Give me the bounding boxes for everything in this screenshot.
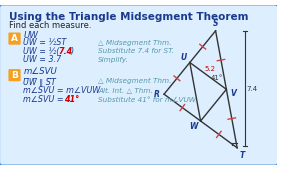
FancyBboxPatch shape	[9, 32, 21, 45]
Text: m∠SVU =: m∠SVU =	[23, 96, 67, 105]
Text: Alt. Int. △ Thm.: Alt. Int. △ Thm.	[99, 88, 153, 94]
Text: UW = ½(: UW = ½(	[23, 47, 60, 56]
Text: 41°: 41°	[211, 75, 223, 81]
FancyBboxPatch shape	[1, 6, 276, 21]
Text: B: B	[11, 71, 18, 80]
Text: T: T	[239, 151, 244, 160]
Text: 5.2: 5.2	[205, 66, 215, 72]
Text: Find each measure.: Find each measure.	[9, 21, 92, 30]
Text: UW: UW	[23, 31, 38, 40]
Text: R: R	[154, 90, 160, 99]
Text: Substitute 41° for m∠VUW.: Substitute 41° for m∠VUW.	[99, 97, 198, 103]
Text: m∠SVU: m∠SVU	[23, 67, 57, 76]
FancyBboxPatch shape	[9, 69, 21, 81]
Text: S: S	[213, 19, 218, 28]
Text: 41°: 41°	[64, 96, 79, 105]
Text: △ Midsegment Thm.: △ Midsegment Thm.	[99, 40, 172, 46]
Text: △ Midsegment Thm.: △ Midsegment Thm.	[99, 78, 172, 84]
Text: ): )	[70, 47, 73, 56]
Text: Simplify.: Simplify.	[99, 57, 129, 63]
Text: UW = ½ST: UW = ½ST	[23, 38, 67, 47]
Text: V: V	[230, 89, 236, 98]
Text: Substitute 7.4 for ST.: Substitute 7.4 for ST.	[99, 48, 174, 54]
Text: W: W	[189, 122, 197, 131]
Text: m∠SVU = m∠VUW: m∠SVU = m∠VUW	[23, 86, 101, 95]
FancyBboxPatch shape	[0, 4, 279, 166]
Text: 7.4: 7.4	[58, 47, 72, 56]
Text: Using the Triangle Midsegment Theorem: Using the Triangle Midsegment Theorem	[9, 12, 249, 22]
Text: 7.4: 7.4	[247, 86, 258, 92]
Text: A: A	[11, 34, 18, 43]
Text: UW = 3.7: UW = 3.7	[23, 55, 62, 64]
Text: U: U	[180, 53, 186, 62]
Text: U̅W̅ ∥ S̅T̅: U̅W̅ ∥ S̅T̅	[23, 77, 56, 86]
